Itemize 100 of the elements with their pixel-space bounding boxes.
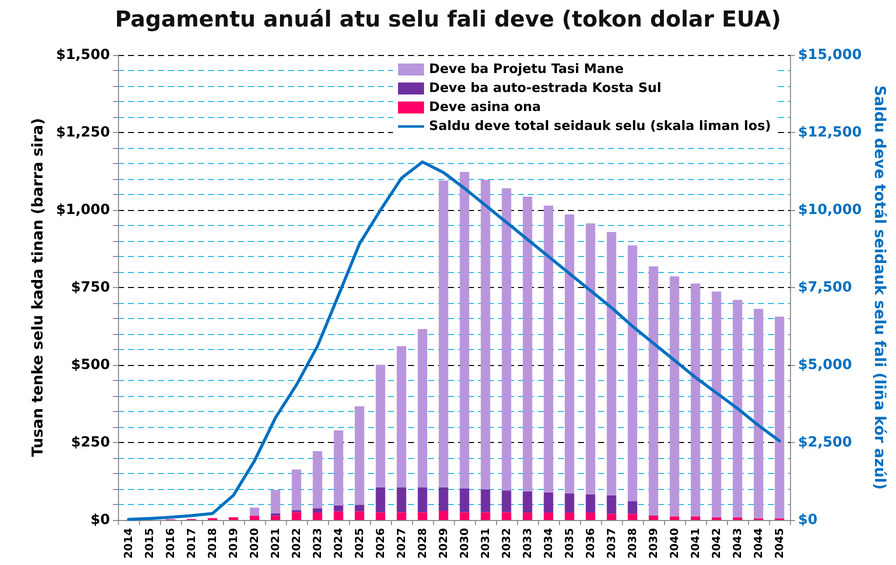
legend-label: Saldu deve total seidauk selu (skala liman los)	[429, 119, 771, 134]
y-axis-title: Tusan tenke selu kada tinan (barra sira)	[28, 118, 47, 457]
bar	[250, 516, 260, 520]
y2-tick-label: $10,000	[798, 202, 862, 218]
bar	[628, 245, 638, 502]
bar	[732, 517, 742, 520]
bar	[292, 512, 302, 520]
x-tick-label: 2017	[185, 528, 198, 559]
bar	[522, 512, 532, 520]
bar	[418, 487, 428, 512]
legend-label: Deve ba Projetu Tasi Mane	[429, 62, 624, 77]
bar	[586, 494, 596, 513]
x-tick-label: 2027	[395, 528, 408, 559]
x-tick-label: 2015	[143, 528, 156, 559]
y2-tick-label: $15,000	[798, 47, 862, 63]
bar	[438, 511, 448, 520]
bar	[480, 512, 490, 520]
bar	[586, 512, 596, 520]
bar	[502, 490, 512, 512]
bar	[544, 512, 554, 520]
bar	[396, 512, 406, 520]
y2-tick-label: $7,500	[798, 280, 852, 296]
bar	[312, 451, 322, 508]
x-tick-label: 2030	[458, 528, 471, 559]
bar	[732, 300, 742, 518]
bar	[628, 514, 638, 520]
y2-axis-title: Saldu deve totál seidauk selu fali (liña kór azúl)	[871, 85, 890, 490]
bar	[712, 292, 722, 518]
y2-tick-label: $2,500	[798, 434, 852, 450]
bar	[270, 490, 280, 514]
x-tick-label: 2037	[605, 528, 618, 559]
bar	[774, 316, 784, 518]
x-tick-label: 2022	[290, 528, 303, 559]
y-tick-label: $1,000	[56, 202, 110, 218]
x-tick-label: 2020	[248, 528, 261, 559]
bar	[270, 516, 280, 520]
y-tick-label: $1,500	[56, 47, 110, 63]
bar	[522, 491, 532, 513]
bar	[564, 493, 574, 513]
bar	[460, 172, 470, 488]
x-tick-label: 2045	[773, 528, 786, 559]
bar	[754, 308, 764, 518]
bar	[312, 508, 322, 513]
y-tick-label: $0	[90, 512, 110, 528]
x-tick-label: 2029	[437, 528, 450, 559]
bar	[480, 489, 490, 512]
x-tick-label: 2035	[563, 528, 576, 559]
bar	[460, 512, 470, 520]
bar	[334, 511, 344, 520]
bar	[250, 508, 260, 516]
x-tick-label: 2034	[542, 528, 555, 559]
bar	[376, 512, 386, 520]
x-tick-label: 2038	[626, 528, 639, 559]
bar	[480, 180, 490, 490]
legend-label: Deve asina ona	[429, 100, 541, 115]
bar	[712, 517, 722, 520]
bar	[586, 223, 596, 494]
bar	[502, 188, 512, 491]
bar	[334, 430, 344, 506]
y-tick-label: $1,250	[56, 124, 110, 140]
bar	[354, 511, 364, 520]
bar	[438, 180, 448, 488]
bar	[334, 505, 344, 512]
bar	[670, 276, 680, 516]
x-tick-label: 2019	[227, 528, 240, 559]
bar	[418, 329, 428, 488]
x-tick-label: 2018	[206, 528, 219, 559]
bar	[460, 488, 470, 512]
x-tick-label: 2026	[374, 528, 387, 559]
bar	[544, 492, 554, 513]
line-series	[127, 160, 781, 521]
x-tick-label: 2036	[584, 528, 597, 559]
bar	[354, 406, 364, 505]
x-tick-label: 2025	[353, 528, 366, 559]
bar	[228, 517, 238, 520]
bar	[564, 512, 574, 520]
bar	[648, 266, 658, 516]
bar	[312, 512, 322, 520]
bar	[606, 232, 616, 496]
y2-tick-label: $12,500	[798, 124, 862, 140]
x-tick-label: 2028	[416, 528, 429, 559]
x-tick-label: 2016	[164, 528, 177, 559]
bar	[376, 487, 386, 512]
bar	[628, 501, 638, 514]
bar	[606, 514, 616, 520]
x-tick-label: 2032	[500, 528, 513, 559]
bar	[690, 283, 700, 516]
bar	[396, 346, 406, 488]
y2-tick-label: $0	[798, 512, 818, 528]
bar	[648, 515, 658, 520]
bar	[606, 496, 616, 514]
bar	[354, 504, 364, 512]
x-tick-label: 2044	[752, 528, 765, 559]
y-tick-label: $500	[71, 357, 110, 373]
x-tick-label: 2040	[668, 528, 681, 559]
bar	[522, 196, 532, 492]
bar	[292, 469, 302, 510]
x-tick-label: 2039	[647, 528, 660, 559]
x-tick-label: 2024	[332, 528, 345, 559]
legend-label: Deve ba auto-estrada Kosta Sul	[429, 81, 662, 96]
